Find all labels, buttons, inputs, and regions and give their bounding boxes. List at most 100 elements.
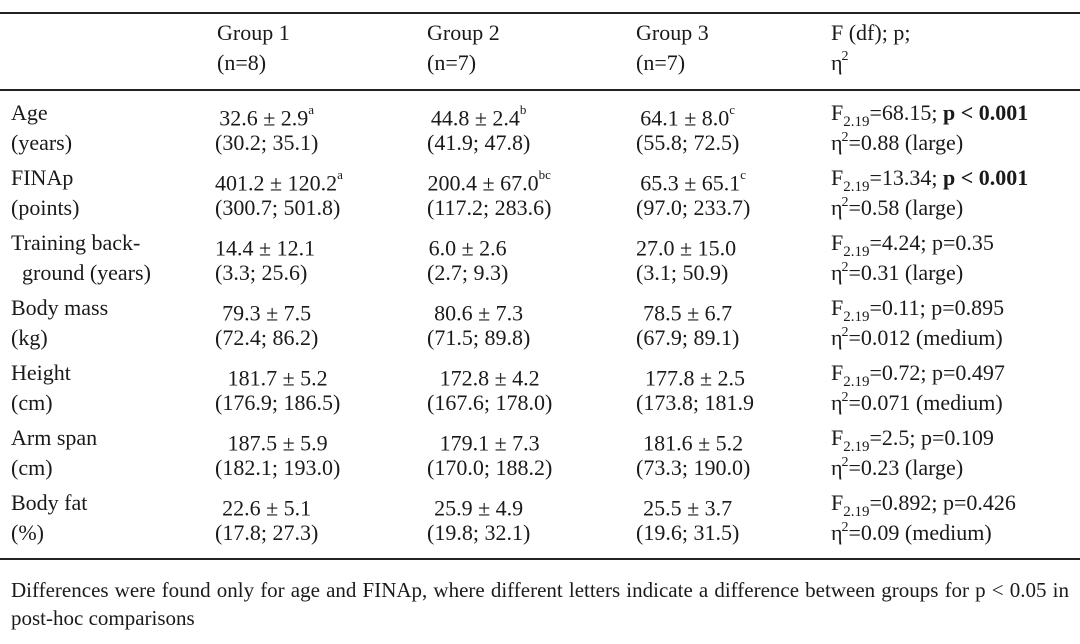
confidence-interval: (67.9; 89.1)	[636, 325, 740, 350]
effect-size: =0.58 (large)	[848, 195, 964, 220]
row-label-line2: ground (years)	[11, 260, 151, 285]
table-bottom-rule	[0, 558, 1080, 560]
cell-mean: 80.6 ± 7.3	[427, 293, 530, 326]
f-df: 2.19	[843, 504, 870, 520]
cell-g3: 65.3 ± 65.1c (97.0; 233.7)	[636, 163, 750, 223]
table-row: Body fat (%) 22.6 ± 5.1 (17.8; 27.3) 25.9 ± …	[0, 488, 1080, 552]
cell-stats: F2.19=13.34; p < 0.001 η2=0.58 (large)	[831, 163, 1028, 223]
eta-symbol: η	[831, 455, 843, 480]
row-label-line1: Training back-	[11, 230, 141, 255]
f-value: =13.34;	[869, 165, 944, 190]
cell-mean: 79.3 ± 7.5	[215, 293, 318, 326]
f-line: F2.19=4.24; p=0.35	[831, 228, 994, 260]
mean-sd: 187.5 ± 5.9	[227, 430, 328, 456]
cell-g3: 25.5 ± 3.7 (19.6; 31.5)	[636, 488, 739, 548]
f-symbol: F	[831, 425, 844, 450]
eta-symbol: η	[831, 520, 843, 545]
posthoc-letter: a	[337, 167, 343, 182]
f-line: F2.19=0.892; p=0.426	[831, 488, 1016, 520]
mean-sd: 78.5 ± 6.7	[643, 300, 733, 326]
eta-symbol: η	[831, 195, 843, 220]
header-group-3: Group 3 (n=7)	[636, 18, 709, 78]
cell-mean: 6.0 ± 2.6	[427, 228, 508, 261]
eta-superscript: 2	[841, 390, 849, 405]
cell-g3: 78.5 ± 6.7 (67.9; 89.1)	[636, 293, 739, 353]
confidence-interval: (55.8; 72.5)	[636, 130, 740, 155]
row-label: Arm span (cm)	[11, 423, 97, 483]
mean-sd: 22.6 ± 5.1	[222, 495, 312, 521]
confidence-interval: (3.3; 25.6)	[215, 260, 308, 285]
mean-sd: 44.8 ± 2.4	[430, 105, 520, 131]
mean-sd: 6.0 ± 2.6	[428, 235, 507, 261]
cell-mean: 25.5 ± 3.7	[636, 488, 739, 521]
effect-size: =0.012 (medium)	[848, 325, 1003, 350]
mean-sd: 65.3 ± 65.1	[640, 170, 741, 196]
confidence-interval: (182.1; 193.0)	[215, 455, 341, 480]
cell-mean: 177.8 ± 2.5	[636, 358, 754, 391]
mean-sd: 177.8 ± 2.5	[644, 365, 746, 391]
f-symbol: F	[831, 165, 844, 190]
row-label-line1: FINAp	[11, 165, 74, 190]
row-label: Height (cm)	[11, 358, 71, 418]
effect-size: =0.23 (large)	[848, 455, 964, 480]
table-row: FINAp (points) 401.2 ± 120.2a (300.7; 501.8…	[0, 163, 1080, 227]
posthoc-letter: a	[308, 102, 315, 117]
cell-g2: 44.8 ± 2.4b (41.9; 47.8)	[427, 98, 530, 158]
f-df: 2.19	[843, 114, 870, 130]
f-symbol: F	[831, 295, 844, 320]
cell-mean: 181.6 ± 5.2	[636, 423, 750, 455]
p-value-significant: p < 0.001	[943, 165, 1029, 190]
eta-symbol: η	[831, 130, 843, 155]
mean-sd: 200.4 ± 67.0	[427, 170, 539, 196]
row-label-line2: (years)	[11, 130, 73, 155]
mean-sd: 14.4 ± 12.1	[215, 235, 316, 261]
cell-mean: 27.0 ± 15.0	[636, 228, 736, 260]
cell-g2: 172.8 ± 4.2 (167.6; 178.0)	[427, 358, 552, 418]
cell-g1: 22.6 ± 5.1 (17.8; 27.3)	[215, 488, 318, 548]
confidence-interval: (173.8; 181.9	[636, 390, 754, 415]
row-label-line1: Age	[11, 100, 48, 125]
f-line: F2.19=68.15; p < 0.001	[831, 98, 1028, 130]
header-group-name: Group 1	[217, 20, 290, 45]
mean-sd: 80.6 ± 7.3	[434, 300, 524, 326]
confidence-interval: (41.9; 47.8)	[427, 130, 531, 155]
header-stats-line1: F (df); p;	[831, 20, 911, 45]
f-symbol: F	[831, 360, 844, 385]
confidence-interval: (3.1; 50.9)	[636, 260, 729, 285]
row-label-line2: (%)	[11, 520, 44, 545]
cell-g1: 181.7 ± 5.2 (176.9; 186.5)	[215, 358, 340, 418]
table-row: Height (cm) 181.7 ± 5.2 (176.9; 186.5) 172.8…	[0, 358, 1080, 422]
row-label-line1: Height	[11, 360, 71, 385]
posthoc-letter: c	[740, 167, 747, 182]
header-group-n: (n=7)	[427, 50, 477, 75]
cell-mean: 200.4 ± 67.0bc	[427, 163, 551, 196]
f-df: 2.19	[843, 179, 870, 195]
mean-sd: 79.3 ± 7.5	[222, 300, 312, 326]
row-label: Training back- ground (years)	[11, 228, 151, 288]
eta-superscript: 2	[841, 130, 849, 145]
eta-line: η2=0.071 (medium)	[831, 388, 1005, 418]
mean-sd: 64.1 ± 8.0	[640, 105, 730, 131]
cell-mean: 401.2 ± 120.2a	[215, 163, 343, 195]
mean-sd: 32.6 ± 2.9	[219, 105, 309, 131]
f-line: F2.19=2.5; p=0.109	[831, 423, 994, 455]
header-group-2: Group 2 (n=7)	[427, 18, 500, 78]
eta-superscript: 2	[841, 195, 849, 210]
f-value: =0.11; p=0.895	[869, 295, 1005, 320]
row-label: Body fat (%)	[11, 488, 87, 548]
cell-stats: F2.19=0.892; p=0.426 η2=0.09 (medium)	[831, 488, 1016, 548]
eta-line: η2=0.09 (medium)	[831, 518, 1016, 548]
cell-mean: 22.6 ± 5.1	[215, 488, 318, 521]
confidence-interval: (117.2; 283.6)	[427, 195, 552, 220]
cell-stats: F2.19=0.11; p=0.895 η2=0.012 (medium)	[831, 293, 1004, 353]
cell-g2: 80.6 ± 7.3 (71.5; 89.8)	[427, 293, 530, 353]
cell-g3: 64.1 ± 8.0c (55.8; 72.5)	[636, 98, 739, 158]
confidence-interval: (73.3; 190.0)	[636, 455, 751, 480]
cell-mean: 179.1 ± 7.3	[427, 423, 552, 455]
mean-sd: 25.5 ± 3.7	[643, 495, 733, 521]
cell-g2: 179.1 ± 7.3 (170.0; 188.2)	[427, 423, 552, 483]
eta-symbol: η	[831, 325, 843, 350]
table-row: Age (years) 32.6 ± 2.9a (30.2; 35.1) 44.8 ± …	[0, 98, 1080, 162]
eta-line: η2=0.88 (large)	[831, 128, 1028, 158]
f-value: =0.892; p=0.426	[869, 490, 1016, 515]
